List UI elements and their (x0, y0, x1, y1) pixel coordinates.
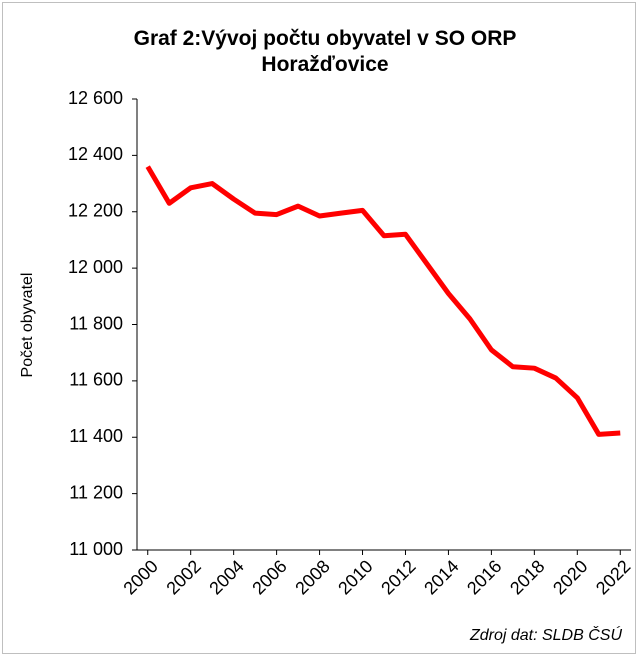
y-tick-label: 12 600 (68, 88, 123, 108)
x-tick-label: 2004 (205, 556, 247, 598)
x-tick-label: 2000 (119, 556, 161, 598)
source-note: Zdroj dat: SLDB ČSÚ (469, 625, 623, 644)
x-tick-label: 2020 (549, 556, 591, 598)
data-line (145, 165, 621, 437)
x-tick-label: 2006 (248, 556, 290, 598)
x-tick-label: 2014 (420, 556, 462, 598)
x-tick-label: 2016 (463, 556, 505, 598)
y-tick-label: 11 800 (69, 313, 123, 333)
y-axis-label: Počet obyvatel (19, 273, 36, 378)
x-tick-label: 2008 (291, 556, 333, 598)
x-tick-label: 2022 (592, 556, 634, 598)
x-tick-label: 2018 (506, 556, 548, 598)
y-tick-label: 12 000 (68, 257, 123, 277)
y-tick-label: 12 400 (68, 144, 123, 164)
x-tick-label: 2010 (334, 556, 376, 598)
y-tick-label: 12 200 (68, 201, 123, 221)
y-tick-label: 11 000 (69, 539, 123, 559)
y-tick-label: 11 600 (69, 370, 123, 390)
y-tick-label: 11 200 (69, 482, 123, 502)
x-tick-label: 2002 (162, 556, 204, 598)
x-tick-label: 2012 (377, 556, 419, 598)
chart-title: Graf 2:Vývoj počtu obyvatel v SO ORP Hor… (133, 27, 517, 76)
y-tick-label: 11 400 (69, 426, 123, 446)
